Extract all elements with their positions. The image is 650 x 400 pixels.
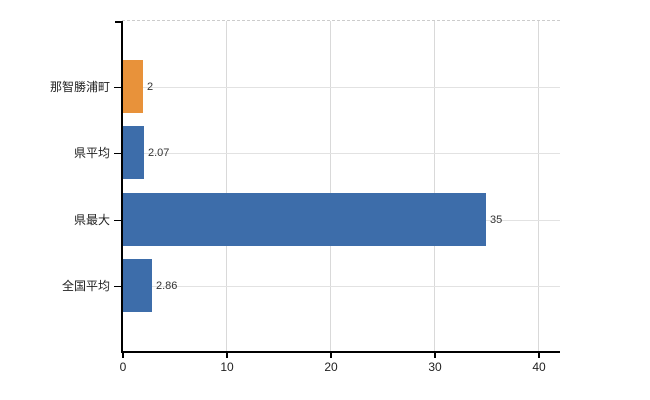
x-tick-label: 0 <box>119 360 127 374</box>
x-tick <box>538 353 540 358</box>
x-tick-label: 20 <box>324 360 338 374</box>
vertical-gridline <box>226 21 227 352</box>
bar-value-label: 2 <box>147 81 154 93</box>
vertical-gridline <box>434 21 435 352</box>
x-tick-label: 40 <box>532 360 546 374</box>
x-tick <box>434 353 436 358</box>
bar-1[interactable] <box>122 126 144 179</box>
bar-3[interactable] <box>122 259 152 312</box>
y-axis <box>121 21 123 352</box>
category-label: 県最大 <box>73 213 110 227</box>
category-label: 県平均 <box>73 146 110 160</box>
bar-value-label: 2.07 <box>148 147 170 159</box>
x-axis <box>121 351 560 353</box>
vertical-gridline <box>330 21 331 352</box>
x-tick-label: 10 <box>220 360 234 374</box>
bar-value-label: 2.86 <box>156 280 178 292</box>
y-axis-top-tick <box>115 21 122 23</box>
row-gridline <box>122 286 560 287</box>
category-label: 那智勝浦町 <box>49 80 110 94</box>
bar-0[interactable] <box>122 60 143 113</box>
x-tick <box>330 353 332 358</box>
vertical-gridline <box>538 21 539 352</box>
x-tick <box>122 353 124 358</box>
x-tick-label: 30 <box>428 360 442 374</box>
category-tick <box>114 87 122 88</box>
plot-top-border <box>122 20 560 21</box>
category-label: 全国平均 <box>61 279 110 293</box>
bar-value-label: 35 <box>490 214 503 226</box>
bar-2[interactable] <box>122 193 486 246</box>
category-tick <box>114 286 122 287</box>
x-tick <box>226 353 228 358</box>
row-gridline <box>122 153 560 154</box>
category-tick <box>114 153 122 154</box>
category-tick <box>114 220 122 221</box>
row-gridline <box>122 87 560 88</box>
